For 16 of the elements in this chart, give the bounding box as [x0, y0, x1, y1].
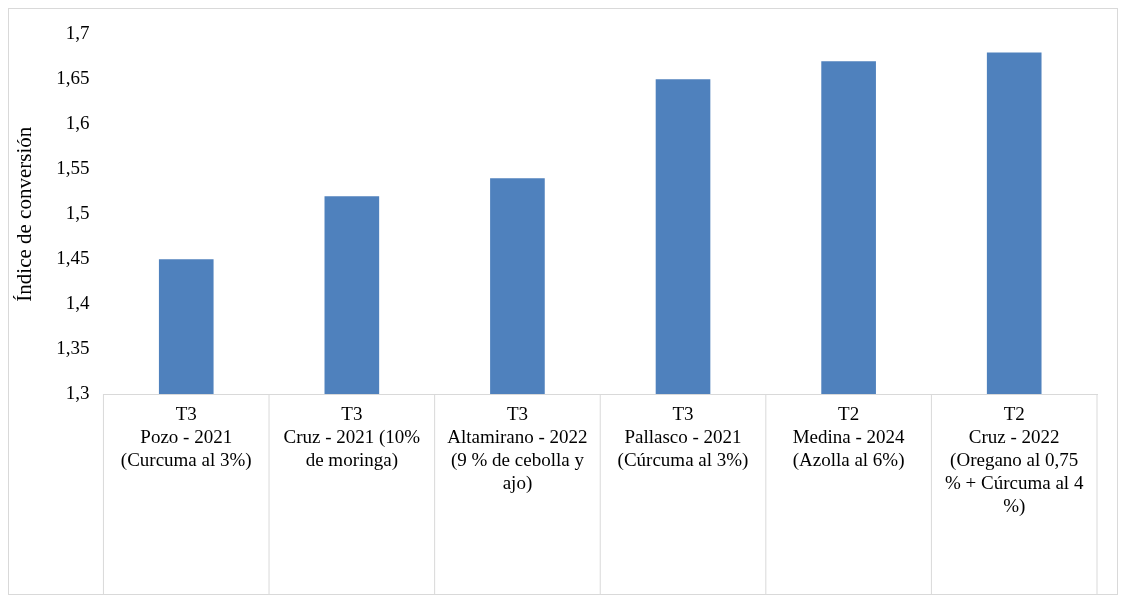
x-tick-label: T3 Pallasco - 2021 (Cúrcuma al 3%) [617, 403, 749, 471]
x-tick-label: T3 Cruz - 2021 (10% de moringa) [283, 403, 421, 471]
y-tick-label: 1,65 [56, 67, 90, 89]
y-tick-label: 1,55 [56, 157, 90, 179]
x-tick-label: T3 Pozo - 2021 (Curcuma al 3%) [120, 403, 252, 471]
y-tick-label: 1,5 [65, 202, 90, 224]
x-tick-label: T2 Medina - 2024 (Azolla al 6%) [792, 403, 906, 471]
y-tick-label: 1,35 [56, 337, 90, 359]
y-tick-label: 1,3 [65, 381, 90, 403]
x-tick-label: T2 Cruz - 2022 (Oregano al 0,75 % + Cúrcuma al 4 %) [945, 403, 1084, 517]
y-tick-label: 1,6 [65, 112, 90, 134]
y-tick-label: 1,4 [65, 292, 90, 314]
y-tick-label: 1,7 [65, 22, 90, 44]
y-tick-label: 1,45 [56, 247, 90, 269]
x-tick-label: T3 Altamirano - 2022 (9 % de cebolla y ajo) [447, 403, 588, 494]
y-axis-title: Índice de conversión [12, 126, 37, 302]
